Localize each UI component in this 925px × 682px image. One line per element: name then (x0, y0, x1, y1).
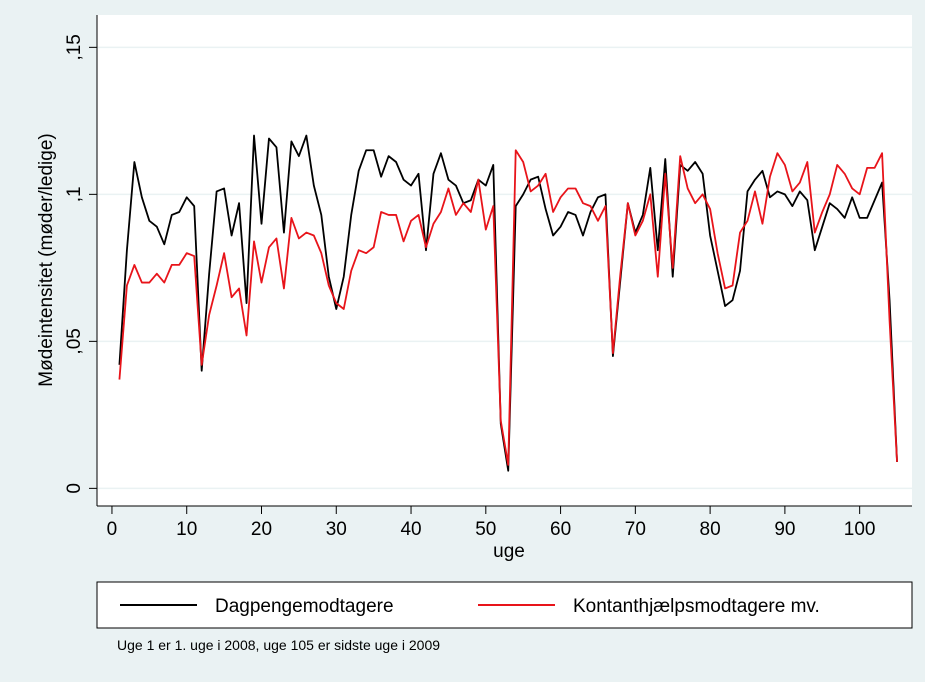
y-axis-title: Mødeintensitet (møder/ledige) (36, 133, 57, 386)
plot-area (97, 15, 912, 506)
x-tick-label: 40 (400, 519, 421, 540)
x-tick-label: 80 (700, 519, 721, 540)
x-tick-label: 30 (326, 519, 347, 540)
y-tick-label: ,15 (64, 34, 85, 60)
x-tick-label: 100 (844, 519, 876, 540)
x-tick-label: 0 (107, 519, 118, 540)
x-tick-label: 10 (176, 519, 197, 540)
x-tick-label: 60 (550, 519, 571, 540)
y-tick-label: 0 (64, 483, 85, 494)
x-tick-label: 50 (475, 519, 496, 540)
series-line (118, 149, 898, 466)
y-tick-label: ,05 (64, 328, 85, 354)
x-tick-label: 70 (625, 519, 646, 540)
legend-label: Kontanthjælpsmodtagere mv. (573, 596, 820, 617)
x-tick-label: 20 (251, 519, 272, 540)
x-tick-label: 90 (774, 519, 795, 540)
y-tick-label: ,1 (64, 186, 85, 202)
legend-label: Dagpengemodtagere (215, 596, 394, 617)
note: Uge 1 er 1. uge i 2008, uge 105 er sidst… (117, 637, 440, 653)
x-axis-title: uge (493, 541, 525, 562)
